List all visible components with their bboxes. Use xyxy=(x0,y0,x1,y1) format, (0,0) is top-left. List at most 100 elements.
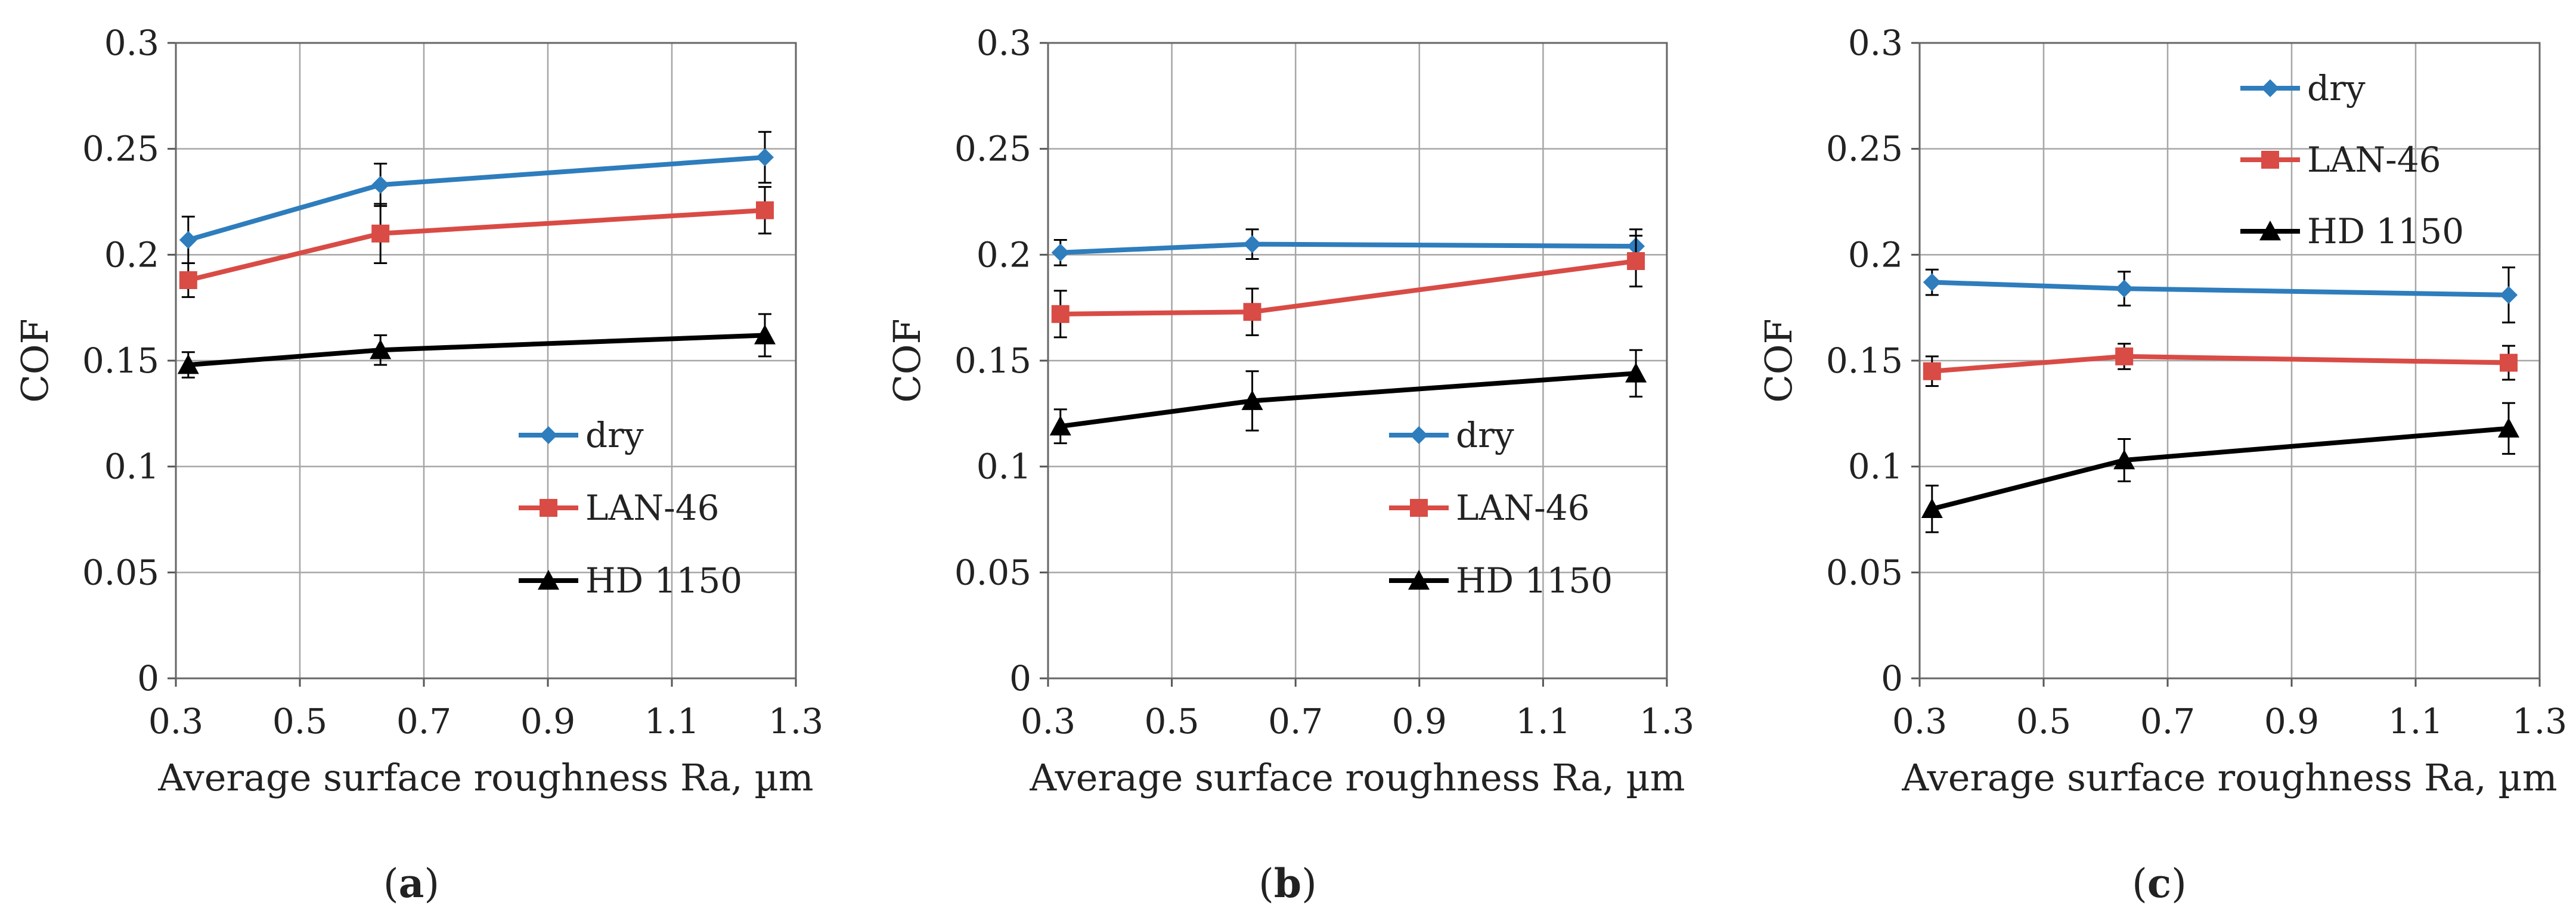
data-point xyxy=(754,324,776,345)
data-point xyxy=(1051,305,1070,323)
legend-label: HD 1150 xyxy=(2307,211,2464,252)
y-axis-label: COF xyxy=(885,318,929,402)
panel-label-letter: b xyxy=(1274,860,1301,907)
y-tick-label: 0.05 xyxy=(1826,552,1903,593)
x-tick-label: 1.3 xyxy=(1639,701,1694,742)
y-tick-label: 0 xyxy=(137,658,159,699)
legend-marker xyxy=(1410,499,1428,517)
data-point xyxy=(1921,498,1943,519)
y-tick-label: 0.25 xyxy=(1826,129,1903,169)
x-tick-label: 1.1 xyxy=(644,701,699,742)
data-point xyxy=(1051,243,1070,262)
y-tick-label: 0.1 xyxy=(977,446,1031,487)
legend-label: LAN-46 xyxy=(585,488,720,528)
x-tick-label: 0.3 xyxy=(1892,701,1947,742)
chart-panel-c: 0.3 0.5 0.7 0.9 1.1 1.3 0 0.05 0.1 0.15 0.2 0.25 0.3… xyxy=(1757,23,2567,907)
x-axis-label: Average surface roughness Ra, µm xyxy=(1029,756,1685,799)
data-point xyxy=(371,224,390,243)
y-tick-label: 0.15 xyxy=(954,340,1031,381)
panel-label-open: ( xyxy=(1258,861,1274,907)
series-line xyxy=(1932,353,2509,374)
panel-label-close: ) xyxy=(2171,861,2187,907)
x-tick-label: 1.1 xyxy=(1515,701,1570,742)
legend-label: dry xyxy=(1456,415,1514,455)
legend-marker xyxy=(540,499,557,517)
y-tick-label: 0.3 xyxy=(104,23,159,63)
panel-label-open: ( xyxy=(383,861,399,907)
data-point xyxy=(1243,303,1261,321)
panel-label-close: ) xyxy=(1301,861,1317,907)
legend-label: dry xyxy=(2307,68,2366,108)
x-tick-label: 0.5 xyxy=(2016,701,2071,742)
legend-label: LAN-46 xyxy=(1456,488,1590,528)
plot-frame xyxy=(1918,42,2541,680)
legend-marker xyxy=(540,426,557,444)
panel-label: (a) xyxy=(383,860,439,907)
series-hd-1150 xyxy=(1049,349,1647,445)
y-tick-label: 0.1 xyxy=(104,446,159,487)
series-dry xyxy=(179,131,774,265)
data-point xyxy=(2500,286,2518,304)
panel-label: (b) xyxy=(1258,860,1317,907)
data-point xyxy=(1923,273,1941,291)
data-point xyxy=(177,354,199,374)
y-axis-label: COF xyxy=(13,318,57,402)
y-tick-label: 0.2 xyxy=(977,234,1031,275)
data-point xyxy=(1923,362,1941,380)
legend-label: HD 1150 xyxy=(1456,560,1613,601)
y-tick-label: 0.25 xyxy=(954,129,1031,169)
x-tick-label: 0.3 xyxy=(1021,701,1075,742)
panel-label-close: ) xyxy=(424,861,439,907)
y-tick-label: 0.3 xyxy=(977,23,1031,63)
series-line xyxy=(1931,426,2509,511)
x-tick-label: 0.7 xyxy=(2140,701,2195,742)
data-point xyxy=(1625,362,1647,383)
y-tick-label: 0.15 xyxy=(1826,340,1903,381)
legend-marker xyxy=(1408,570,1430,590)
data-point xyxy=(1627,252,1645,270)
series-line xyxy=(187,207,765,283)
series-hd-1150 xyxy=(1921,402,2519,534)
legend-marker xyxy=(538,570,559,590)
data-point xyxy=(756,201,774,219)
x-axis-label: Average surface roughness Ra, µm xyxy=(1901,756,2557,799)
chart-panel-b: 0.3 0.5 0.7 0.9 1.1 1.3 0 0.05 0.1 0.15 0.2 0.25 0.3… xyxy=(885,23,1694,907)
y-tick-label: 0.15 xyxy=(82,340,159,381)
data-point xyxy=(1243,235,1261,253)
series-hd-1150 xyxy=(177,313,776,379)
series-lan-46 xyxy=(1051,234,1645,339)
legend: dry LAN-46 HD 1150 xyxy=(1389,415,1613,601)
plot-frame xyxy=(175,42,797,680)
y-tick-label: 0 xyxy=(1009,658,1031,699)
x-tick-label: 1.3 xyxy=(768,701,823,742)
y-tick-label: 0.2 xyxy=(104,234,159,275)
chart-panel-a: 0.3 0.5 0.7 0.9 1.1 1.3 0 0.05 0.1 0.15 0.2 0.25 0.3… xyxy=(13,23,823,907)
legend-marker xyxy=(2261,151,2279,169)
y-tick-label: 0.2 xyxy=(1848,234,1903,275)
x-tick-label: 0.3 xyxy=(148,701,203,742)
series-line xyxy=(1060,241,1636,255)
series-dry xyxy=(1051,228,1645,266)
series-dry xyxy=(1923,266,2518,324)
x-tick-label: 1.3 xyxy=(2512,701,2567,742)
panel-label: (c) xyxy=(2132,860,2187,907)
y-axis-label: COF xyxy=(1757,318,1800,402)
y-tick-label: 0.3 xyxy=(1848,23,1903,63)
panel-label-letter: c xyxy=(2147,860,2171,907)
series-lan-46 xyxy=(1923,343,2518,387)
y-tick-label: 0.25 xyxy=(82,129,159,169)
data-point xyxy=(179,271,197,289)
data-point xyxy=(2500,353,2518,372)
legend-marker xyxy=(2261,79,2279,97)
legend: dry LAN-46 HD 1150 xyxy=(519,415,742,601)
data-point xyxy=(2115,347,2134,365)
series-line xyxy=(1932,280,2509,297)
panel-label-letter: a xyxy=(399,860,424,907)
plot-frame xyxy=(1047,42,1668,680)
data-point xyxy=(1241,390,1263,410)
y-tick-label: 0 xyxy=(1881,658,1903,699)
legend: dry LAN-46 HD 1150 xyxy=(2240,68,2464,252)
legend-label: LAN-46 xyxy=(2307,139,2441,180)
x-tick-label: 1.1 xyxy=(2388,701,2443,742)
